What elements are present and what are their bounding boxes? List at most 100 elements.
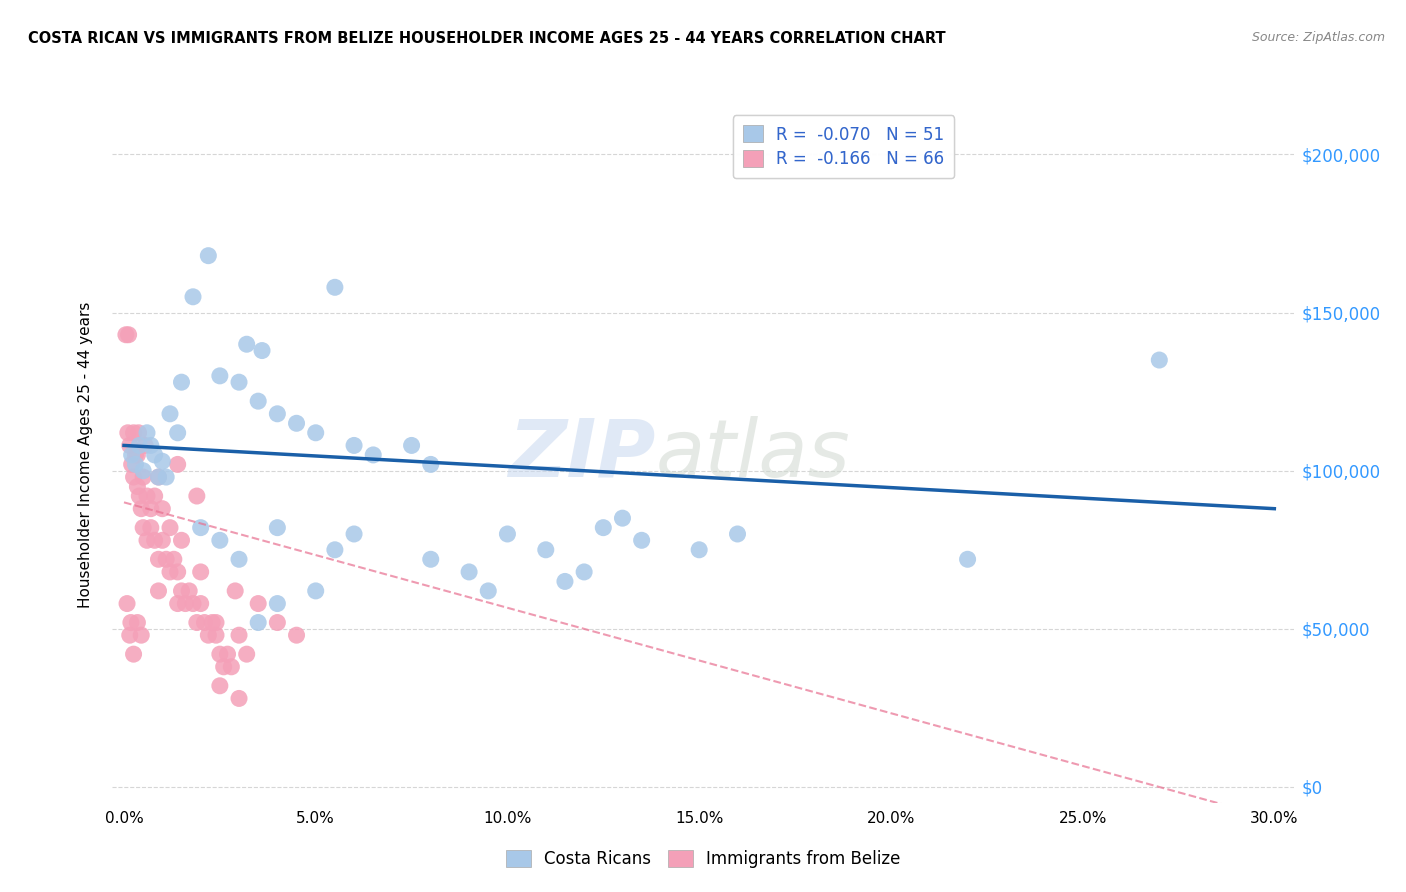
Point <box>419 552 441 566</box>
Point <box>186 489 208 503</box>
Point <box>190 521 212 535</box>
Point <box>115 327 138 342</box>
Point <box>124 448 146 462</box>
Point <box>323 280 346 294</box>
Point <box>155 552 177 566</box>
Point <box>136 489 159 503</box>
Point <box>197 249 219 263</box>
Point <box>181 290 204 304</box>
Point <box>247 615 270 630</box>
Point <box>174 597 197 611</box>
Point <box>612 511 634 525</box>
Point <box>221 660 243 674</box>
Legend: Costa Ricans, Immigrants from Belize: Costa Ricans, Immigrants from Belize <box>499 843 907 875</box>
Point <box>630 533 652 548</box>
Point <box>305 425 328 440</box>
Point <box>1149 353 1171 368</box>
Point <box>266 407 288 421</box>
Point <box>159 521 181 535</box>
Point <box>266 521 288 535</box>
Point <box>190 597 212 611</box>
Point <box>190 565 212 579</box>
Point <box>127 479 149 493</box>
Point <box>554 574 576 589</box>
Point <box>197 628 219 642</box>
Point <box>139 501 162 516</box>
Point <box>186 615 208 630</box>
Point <box>572 565 595 579</box>
Point <box>122 425 145 440</box>
Point <box>534 542 557 557</box>
Point <box>127 615 149 630</box>
Point <box>166 597 188 611</box>
Point <box>139 438 162 452</box>
Point <box>150 501 173 516</box>
Point <box>124 458 146 472</box>
Point <box>727 527 749 541</box>
Point <box>179 583 201 598</box>
Point <box>148 470 170 484</box>
Text: Source: ZipAtlas.com: Source: ZipAtlas.com <box>1251 31 1385 45</box>
Point <box>205 628 228 642</box>
Point <box>343 438 366 452</box>
Point <box>122 647 145 661</box>
Point <box>228 628 250 642</box>
Point <box>181 597 204 611</box>
Point <box>155 470 177 484</box>
Point <box>170 375 193 389</box>
Point <box>127 448 149 462</box>
Point <box>132 464 155 478</box>
Point <box>121 448 143 462</box>
Point <box>228 552 250 566</box>
Point <box>143 448 166 462</box>
Point <box>128 438 150 452</box>
Point <box>166 425 188 440</box>
Point <box>208 647 231 661</box>
Point <box>235 337 257 351</box>
Point <box>458 565 481 579</box>
Point <box>212 660 235 674</box>
Point <box>150 454 173 468</box>
Point <box>266 615 288 630</box>
Point <box>247 394 270 409</box>
Point <box>201 615 224 630</box>
Point <box>159 565 181 579</box>
Y-axis label: Householder Income Ages 25 - 44 years: Householder Income Ages 25 - 44 years <box>79 301 93 608</box>
Point <box>205 615 228 630</box>
Text: COSTA RICAN VS IMMIGRANTS FROM BELIZE HOUSEHOLDER INCOME AGES 25 - 44 YEARS CORR: COSTA RICAN VS IMMIGRANTS FROM BELIZE HO… <box>28 31 946 46</box>
Point <box>115 597 138 611</box>
Point <box>208 679 231 693</box>
Point <box>361 448 384 462</box>
Point <box>159 407 181 421</box>
Point <box>496 527 519 541</box>
Point <box>121 458 143 472</box>
Point <box>122 470 145 484</box>
Point <box>193 615 215 630</box>
Legend: R =  -0.070   N = 51, R =  -0.166   N = 66: R = -0.070 N = 51, R = -0.166 N = 66 <box>733 115 955 178</box>
Point <box>688 542 710 557</box>
Point <box>132 521 155 535</box>
Point <box>228 691 250 706</box>
Point <box>139 521 162 535</box>
Point <box>148 552 170 566</box>
Point <box>285 628 308 642</box>
Point <box>136 425 159 440</box>
Point <box>170 533 193 548</box>
Point <box>217 647 239 661</box>
Point <box>128 489 150 503</box>
Point <box>208 533 231 548</box>
Point <box>117 425 139 440</box>
Point <box>247 597 270 611</box>
Point <box>305 583 328 598</box>
Point <box>285 417 308 431</box>
Point <box>118 628 141 642</box>
Point <box>150 533 173 548</box>
Point <box>129 501 152 516</box>
Point <box>117 327 139 342</box>
Point <box>224 583 246 598</box>
Point <box>134 438 156 452</box>
Point <box>956 552 979 566</box>
Point <box>419 458 441 472</box>
Point <box>136 533 159 548</box>
Point <box>250 343 273 358</box>
